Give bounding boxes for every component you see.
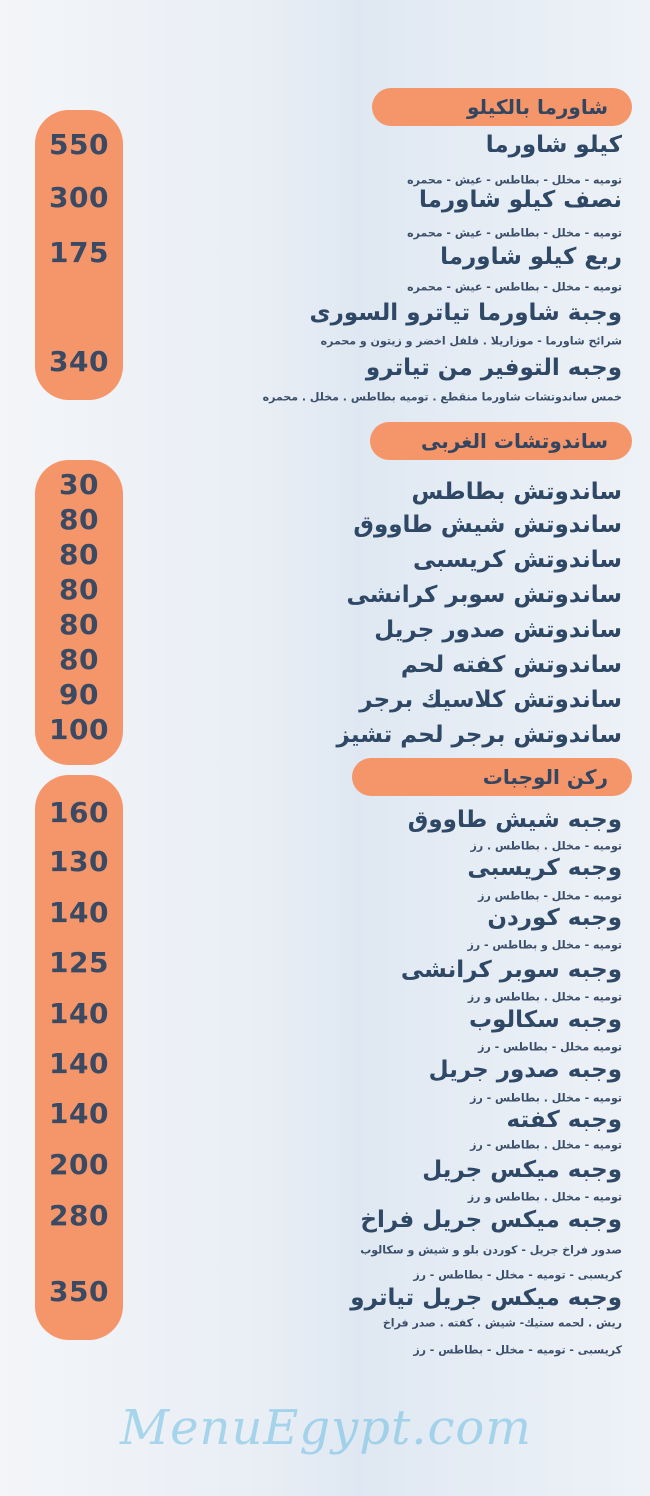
menu-item-price: 30 bbox=[59, 468, 99, 501]
menu-item-name[interactable]: نصف كيلو شاورما bbox=[419, 187, 622, 213]
menu-item-price: 175 bbox=[49, 236, 109, 269]
menu-item-price: 140 bbox=[49, 997, 109, 1030]
section-header: شاورما بالكيلو bbox=[372, 88, 632, 126]
menu-item-price: 550 bbox=[49, 128, 109, 161]
menu-item-name[interactable]: وجبه ميكس جريل تياترو bbox=[350, 1285, 622, 1311]
section-header: ركن الوجبات bbox=[352, 758, 632, 796]
menu-item-name[interactable]: كيلو شاورما bbox=[485, 132, 622, 158]
menu-item-price: 140 bbox=[49, 896, 109, 929]
menu-item-price: 80 bbox=[59, 608, 99, 641]
menu-item-price: 140 bbox=[49, 1047, 109, 1080]
menu-item-description: صدور فراخ جريل - كوردن بلو و شيش و سكالو… bbox=[360, 1243, 622, 1257]
menu-item-price: 140 bbox=[49, 1097, 109, 1130]
price-column bbox=[35, 110, 123, 400]
menu-item-price: 80 bbox=[59, 503, 99, 536]
menu-item-description: توميه - مخلل - بطاطس - عيش - محمره bbox=[407, 280, 622, 294]
menu-item-price: 125 bbox=[49, 946, 109, 979]
menu-item-name[interactable]: وجبة شاورما تياترو السورى bbox=[309, 300, 622, 326]
menu-item-price: 160 bbox=[49, 796, 109, 829]
menu-item-name[interactable]: وجبه شيش طاووق bbox=[407, 807, 622, 833]
menu-item-description: توميه - مخلل - بطاطس - عيش - محمره bbox=[407, 173, 622, 187]
menu-item-description: توميه - مخلل . بطاطس و رز bbox=[467, 990, 622, 1004]
menu-item-description: توميه - مخلل . بطاطس . رز bbox=[470, 839, 623, 853]
menu-item-price: 130 bbox=[49, 845, 109, 878]
menu-item-description: توميه - مخلل . بطاطس و رز bbox=[467, 1190, 622, 1204]
menu-item-name[interactable]: ساندوتش صدور جريل bbox=[374, 617, 622, 643]
menu-item-name[interactable]: ساندوتش شيش طاووق bbox=[353, 512, 622, 538]
menu-item-name[interactable]: ساندوتش كريسبى bbox=[412, 547, 622, 573]
section-header: ساندوتشات الغربى bbox=[370, 422, 632, 460]
menu-item-description: توميه - مخلل - بطاطس - عيش - محمره bbox=[407, 226, 622, 240]
menu-item-name[interactable]: ساندوتش بطاطس bbox=[411, 479, 622, 505]
menu-item-price: 90 bbox=[59, 678, 99, 711]
menu-item-description: كريسبى - توميه - مخلل - بطاطس - رز bbox=[413, 1268, 622, 1282]
menu-item-price: 80 bbox=[59, 643, 99, 676]
menu-item-name[interactable]: وجبه سكالوب bbox=[468, 1007, 622, 1033]
menu-item-description: توميه - مخلل . بطاطس - رز bbox=[470, 1138, 622, 1152]
menu-item-price: 340 bbox=[49, 345, 109, 378]
menu-item-name[interactable]: وجبه سوبر كرانشى bbox=[400, 957, 622, 983]
menu-item-price: 80 bbox=[59, 538, 99, 571]
price-column bbox=[35, 460, 123, 765]
menu-item-description: توميه - مخلل و بطاطس - رز bbox=[467, 938, 622, 952]
menu-item-description: توميه مخلل - بطاطس - رز bbox=[478, 1040, 622, 1054]
menu-item-price: 280 bbox=[49, 1199, 109, 1232]
menu-item-description: شرائح شاورما - موزاريلا . فلفل اخضر و زي… bbox=[320, 334, 622, 348]
menu-item-description: توميه - مخلل - بطاطس رز bbox=[478, 889, 622, 903]
menu-item-name[interactable]: وجبه صدور جريل bbox=[428, 1057, 622, 1083]
menu-item-name[interactable]: ربع كيلو شاورما bbox=[440, 244, 622, 270]
menu-item-name[interactable]: وجبه كوردن bbox=[487, 905, 622, 931]
menu-item-name[interactable]: وجبه كفته bbox=[506, 1107, 622, 1133]
menu-item-description: توميه - مخلل . بطاطس - رز bbox=[470, 1091, 622, 1105]
menu-item-price: 100 bbox=[49, 713, 109, 746]
menu-item-name[interactable]: وجبه كريسبى bbox=[467, 855, 622, 881]
menu-item-name[interactable]: ساندوتش كلاسيك برجر bbox=[359, 687, 622, 713]
menu-item-description: ريش . لحمه ستيك- شيش . كفته . صدر فراخ bbox=[382, 1316, 622, 1330]
watermark-logo: MenuEgypt.com bbox=[120, 1400, 532, 1456]
menu-item-description: كريسبى - توميه - مخلل - بطاطس - رز bbox=[413, 1343, 622, 1357]
menu-item-name[interactable]: وجبه التوفير من تياترو bbox=[365, 355, 622, 381]
menu-item-price: 300 bbox=[49, 181, 109, 214]
menu-item-description: خمس ساندوتشات شاورما منقطع . توميه بطاطس… bbox=[262, 390, 622, 404]
menu-item-name[interactable]: وجبه ميكس جريل فراخ bbox=[360, 1207, 622, 1233]
menu-item-price: 200 bbox=[49, 1148, 109, 1181]
menu-item-name[interactable]: وجبه ميكس جريل bbox=[422, 1157, 622, 1183]
menu-item-name[interactable]: ساندوتش سوبر كرانشى bbox=[346, 582, 623, 608]
menu-item-name[interactable]: ساندوتش برجر لحم تشيز bbox=[336, 722, 622, 748]
menu-item-price: 80 bbox=[59, 573, 99, 606]
price-column bbox=[35, 775, 123, 1340]
menu-item-name[interactable]: ساندوتش كفته لحم bbox=[400, 652, 622, 678]
menu-item-price: 350 bbox=[49, 1275, 109, 1308]
